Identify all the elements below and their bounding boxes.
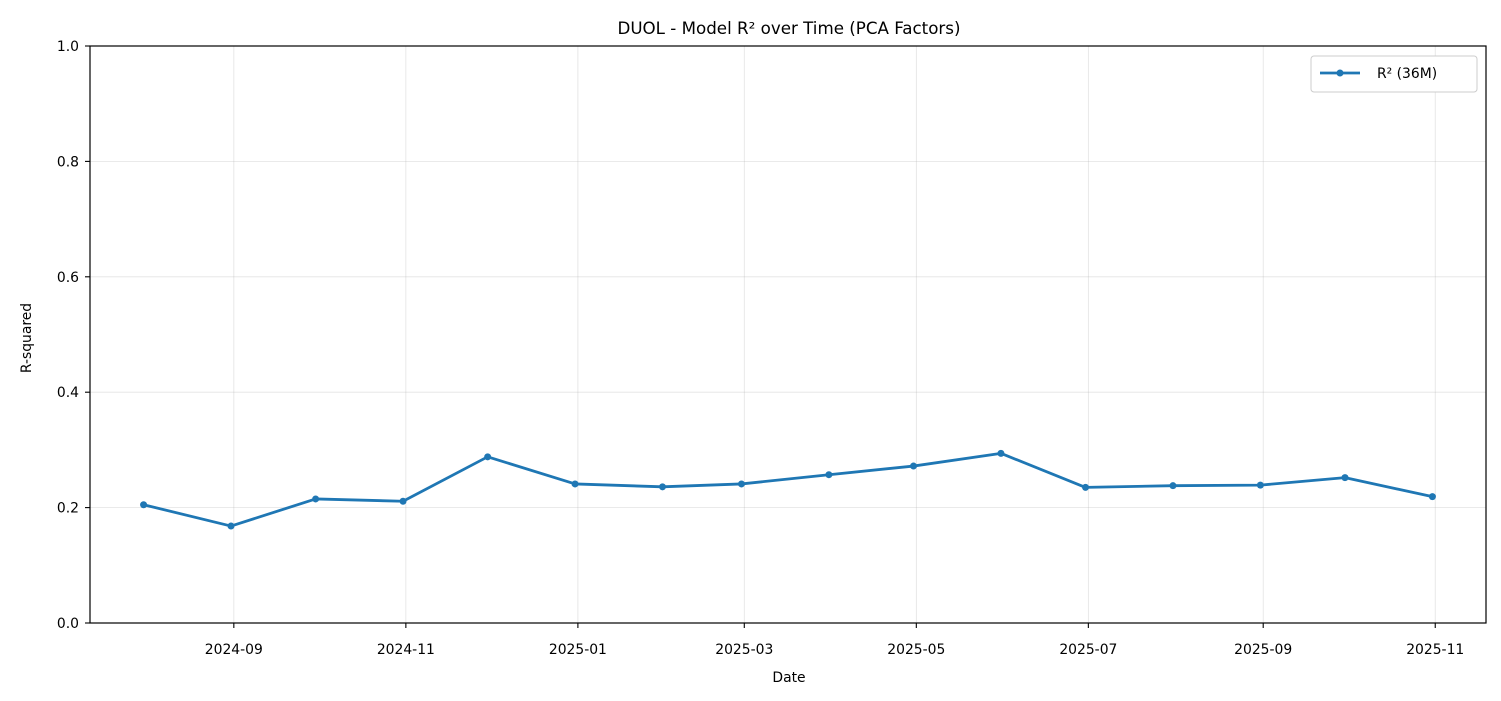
legend-box xyxy=(1310,55,1478,93)
data-point xyxy=(140,501,148,509)
data-point xyxy=(484,453,492,461)
x-tick-label: 2025-11 xyxy=(1406,642,1464,658)
y-tick-label: 0.0 xyxy=(57,616,79,632)
grid xyxy=(90,46,1486,623)
plot-area-frame xyxy=(89,45,1487,624)
x-axis-title: Date xyxy=(772,670,805,686)
y-tick-label: 0.8 xyxy=(57,154,79,170)
x-tick-label: 2025-01 xyxy=(549,642,607,658)
x-tick-label: 2024-09 xyxy=(205,642,263,658)
x-tick-label: 2025-05 xyxy=(887,642,945,658)
y-axis-title: R-squared xyxy=(19,303,35,373)
data-point xyxy=(312,495,320,503)
x-tick-label: 2025-09 xyxy=(1234,642,1292,658)
data-point xyxy=(399,497,407,505)
series-line xyxy=(142,451,1434,528)
data-point xyxy=(1428,493,1436,501)
data-point xyxy=(1341,474,1349,482)
legend-label: R² (36M) xyxy=(1377,66,1437,82)
data-point xyxy=(737,480,745,488)
axis-ticks: 0.0 0.2 0.4 0.6 0.8 1.0 2024-09 2024-11 2025-01 2… xyxy=(57,39,1464,658)
legend-marker-swatch xyxy=(1336,69,1344,77)
data-point xyxy=(1082,483,1090,491)
data-point xyxy=(571,480,579,488)
chart-title: DUOL - Model R² over Time (PCA Factors) xyxy=(617,18,960,38)
x-tick-label: 2024-11 xyxy=(377,642,435,658)
data-point xyxy=(659,483,666,491)
x-tick-label: 2025-07 xyxy=(1059,642,1117,658)
legend: R² (36M) xyxy=(1310,55,1478,93)
data-point xyxy=(1169,482,1177,490)
y-tick-label: 0.6 xyxy=(57,270,79,286)
series-layer xyxy=(140,449,1436,530)
y-tick-label: 1.0 xyxy=(57,39,79,55)
data-point xyxy=(825,471,833,479)
y-tick-label: 0.4 xyxy=(57,385,79,401)
data-point xyxy=(227,522,235,530)
x-tick-label: 2025-03 xyxy=(715,642,773,658)
y-tick-label: 0.2 xyxy=(57,501,79,517)
data-point xyxy=(1256,481,1264,489)
data-point xyxy=(910,462,917,470)
data-point xyxy=(997,449,1005,457)
